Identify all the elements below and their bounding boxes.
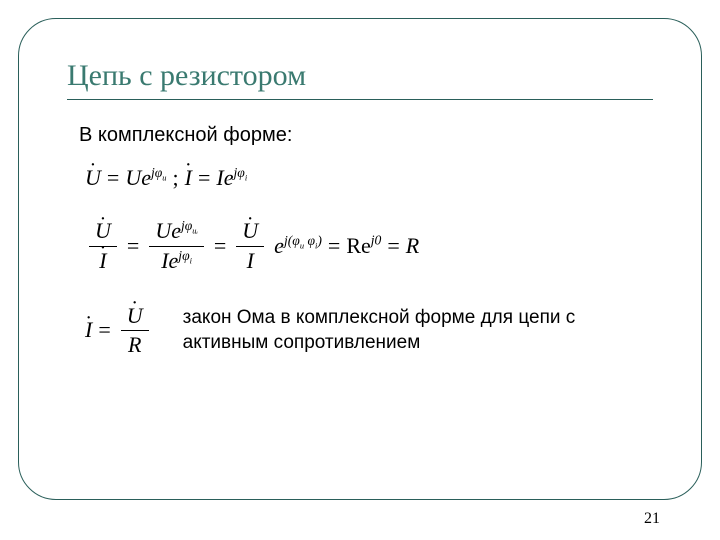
eq-equals: =	[214, 233, 226, 259]
eq2-frac1: U I	[89, 217, 117, 275]
equation-2: U I = Uejφuᵢ Iejφi = U I ej(φu	[85, 217, 653, 275]
ohm-law-caption: закон Ома в комплексной форме для цепи с…	[183, 306, 603, 355]
intro-text: В комплексной форме:	[79, 124, 653, 147]
eq-equals: =	[107, 165, 119, 191]
eq-equals: =	[198, 165, 210, 191]
eq3-frac: U R	[121, 302, 149, 360]
eq1-rhs2: Iejφi	[216, 165, 247, 191]
equation-3-row: I = U R закон Ома в комплексной форме дл…	[85, 302, 653, 360]
eq1-sep: ;	[173, 165, 179, 191]
eq1-U: U	[85, 165, 101, 191]
title-underline	[67, 99, 653, 100]
eq2-R: R	[406, 233, 419, 259]
eq1-rhs1: Uejφu	[125, 165, 166, 191]
eq1-I: I	[185, 165, 192, 191]
eq2-re: Rej0	[346, 233, 381, 259]
eq-equals: =	[328, 233, 340, 259]
slide-title: Цепь с резистором	[67, 59, 653, 93]
eq2-frac3: U I	[236, 217, 264, 275]
slide-frame: Цепь с резистором В комплексной форме: U…	[18, 18, 702, 500]
page-number: 21	[0, 510, 660, 528]
eq2-frac2: Uejφuᵢ Iejφi	[149, 217, 204, 275]
eq-equals: =	[387, 233, 399, 259]
equation-3: I = U R	[85, 302, 153, 360]
eq3-I: I	[85, 317, 92, 343]
equation-1: U = Uejφu ; I = Iejφi	[85, 165, 653, 191]
eq-equals: =	[127, 233, 139, 259]
eq2-exp: ej(φu φi)	[274, 233, 322, 259]
eq-equals: =	[98, 317, 110, 343]
